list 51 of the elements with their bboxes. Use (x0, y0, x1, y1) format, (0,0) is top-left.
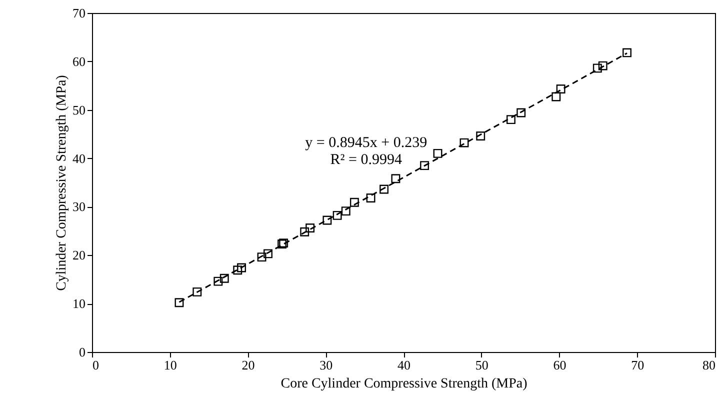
y-tick-label: 60 (72, 54, 86, 69)
y-tick-label: 0 (79, 344, 86, 360)
point (279, 238, 288, 248)
point (420, 161, 429, 170)
point (264, 249, 272, 258)
point (322, 216, 332, 225)
point (516, 108, 526, 118)
y-tick-label: 20 (72, 248, 86, 263)
point (460, 138, 469, 148)
point (214, 276, 223, 286)
point (476, 132, 486, 140)
point (332, 210, 342, 220)
x-tick-label: 10 (164, 358, 177, 372)
point (300, 227, 310, 236)
point (220, 274, 229, 283)
point (556, 84, 566, 94)
x-axis-title: Core Cylinder Compressive Strength (MPa) (280, 376, 528, 392)
x-tick-label: 0 (92, 358, 99, 372)
x-tick-label: 50 (475, 358, 488, 372)
y-axis-title: Cylinder Compressive Strength (MPa) (54, 74, 70, 291)
x-tick-label: 30 (320, 358, 333, 372)
point (174, 298, 184, 308)
point (592, 64, 602, 73)
x-tick-label: 40 (398, 358, 410, 372)
annotation: R² = 0.9994 (330, 152, 402, 168)
y-tick-label: 50 (72, 102, 86, 118)
x-tick-label: 20 (242, 358, 255, 372)
point (598, 61, 608, 70)
point (237, 263, 246, 272)
y-tick-label: 30 (72, 199, 86, 214)
x-tick-label: 70 (631, 358, 644, 372)
point (341, 206, 350, 216)
point (350, 198, 359, 207)
y-tick-label: 40 (72, 150, 86, 166)
point (306, 224, 315, 232)
point (233, 266, 242, 275)
point (192, 287, 202, 296)
point (391, 174, 400, 184)
x-tick-label: 60 (553, 358, 566, 372)
point (552, 92, 561, 102)
annotation: y = 0.8945x + 0.239 (305, 134, 428, 151)
y-tick-label: 10 (72, 296, 86, 312)
point (366, 194, 376, 202)
y-tick-label: 70 (72, 6, 86, 20)
point (433, 148, 442, 158)
x-tick-label: 80 (702, 358, 716, 372)
point (257, 252, 266, 262)
point (622, 48, 632, 58)
point (380, 184, 389, 194)
point (278, 240, 286, 248)
point (506, 115, 516, 124)
